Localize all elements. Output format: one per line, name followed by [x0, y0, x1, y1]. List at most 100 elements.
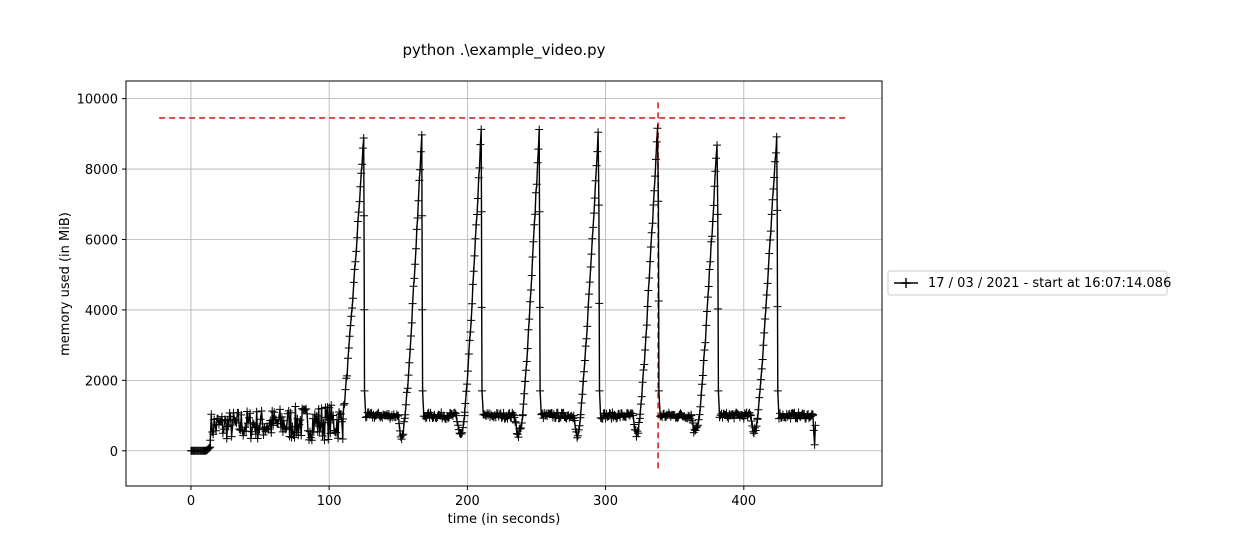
data-point-marker	[747, 417, 756, 425]
data-point-marker	[346, 321, 355, 330]
data-point-marker	[397, 435, 406, 444]
data-point-marker	[227, 432, 236, 441]
data-point-marker	[585, 290, 593, 299]
data-point-marker	[322, 413, 331, 422]
data-point-marker	[345, 332, 354, 341]
data-point-marker	[418, 305, 427, 314]
data-point-marker	[531, 210, 540, 219]
data-point-marker	[703, 293, 712, 302]
data-point-marker	[286, 408, 295, 417]
data-point-marker	[242, 427, 251, 436]
data-point-marker	[646, 243, 655, 251]
plot-frame	[125, 80, 883, 487]
data-point-marker	[527, 271, 536, 280]
data-point-marker	[454, 421, 462, 430]
data-point-marker	[744, 410, 753, 418]
data-point-marker	[248, 418, 257, 427]
data-point-marker	[466, 328, 475, 336]
data-point-marker	[256, 415, 265, 424]
data-point-marker	[708, 232, 716, 241]
data-point-marker	[647, 228, 656, 237]
data-point-marker	[477, 303, 486, 312]
data-point-marker	[654, 386, 663, 395]
data-point-marker	[577, 399, 586, 407]
data-point-marker	[280, 424, 289, 433]
data-point-marker	[312, 412, 321, 420]
data-point-marker	[297, 431, 306, 440]
data-point-marker	[241, 423, 250, 432]
data-point-marker	[706, 257, 715, 266]
data-point-marker	[582, 334, 591, 343]
data-point-marker	[770, 173, 779, 182]
data-point-marker	[756, 375, 765, 384]
data-point-marker	[402, 400, 410, 409]
data-point-marker	[514, 433, 523, 442]
data-point-marker	[594, 128, 603, 137]
data-point-marker	[517, 419, 526, 427]
data-point-marker	[467, 316, 476, 325]
data-point-marker	[320, 436, 329, 445]
data-point-marker	[285, 432, 294, 441]
data-point-marker	[704, 282, 713, 291]
data-point-marker	[772, 132, 781, 141]
data-point-marker	[311, 419, 320, 427]
y-tick-label: 10000	[77, 93, 118, 108]
data-point-marker	[219, 425, 228, 434]
data-point-marker	[520, 389, 529, 398]
data-point-marker	[253, 434, 262, 443]
data-point-marker	[206, 443, 215, 452]
data-point-marker	[416, 147, 425, 156]
data-point-marker	[808, 411, 817, 420]
data-point-marker	[310, 410, 319, 419]
data-point-marker	[761, 303, 770, 312]
data-point-marker	[773, 386, 782, 395]
data-point-marker	[222, 434, 231, 443]
data-point-marker	[592, 161, 601, 170]
data-point-marker	[765, 249, 774, 258]
data-point-marker	[699, 356, 708, 365]
data-point-marker	[412, 244, 420, 253]
data-point-marker	[701, 338, 710, 347]
data-point-marker	[471, 234, 480, 243]
data-point-marker	[641, 346, 650, 354]
data-point-marker	[700, 346, 709, 354]
y-tick-label: 2000	[85, 374, 118, 389]
data-point-marker	[576, 410, 585, 419]
data-point-marker	[811, 421, 820, 430]
data-point-marker	[710, 182, 719, 191]
x-tick-label: 300	[593, 494, 618, 509]
data-point-marker	[252, 407, 261, 416]
data-point-marker	[410, 274, 419, 283]
data-point-marker	[653, 124, 662, 133]
data-point-marker	[348, 304, 357, 312]
data-point-marker	[395, 426, 404, 435]
data-point-marker	[340, 399, 349, 408]
data-point-marker	[394, 411, 403, 420]
data-point-marker	[511, 417, 520, 426]
data-point-marker	[351, 257, 360, 266]
data-point-marker	[760, 328, 769, 337]
data-point-marker	[575, 421, 584, 430]
data-point-marker	[458, 428, 467, 437]
data-point-marker	[584, 303, 593, 312]
data-point-marker	[654, 297, 663, 305]
y-tick-label: 8000	[85, 163, 118, 178]
data-point-marker	[268, 407, 277, 415]
data-point-marker	[630, 420, 639, 429]
data-point-marker	[338, 435, 347, 443]
data-point-marker	[358, 144, 367, 153]
data-point-marker	[212, 426, 221, 435]
data-point-marker	[304, 426, 312, 435]
data-point-marker	[771, 157, 779, 166]
data-point-marker	[401, 410, 410, 419]
data-point-marker	[689, 428, 698, 437]
data-point-marker	[336, 409, 345, 418]
data-point-marker	[473, 194, 482, 203]
data-point-marker	[752, 422, 761, 431]
data-point-marker	[463, 367, 472, 376]
data-point-marker	[417, 130, 426, 139]
data-point-marker	[586, 263, 595, 271]
data-point-marker	[356, 182, 365, 191]
data-point-marker	[807, 409, 816, 418]
